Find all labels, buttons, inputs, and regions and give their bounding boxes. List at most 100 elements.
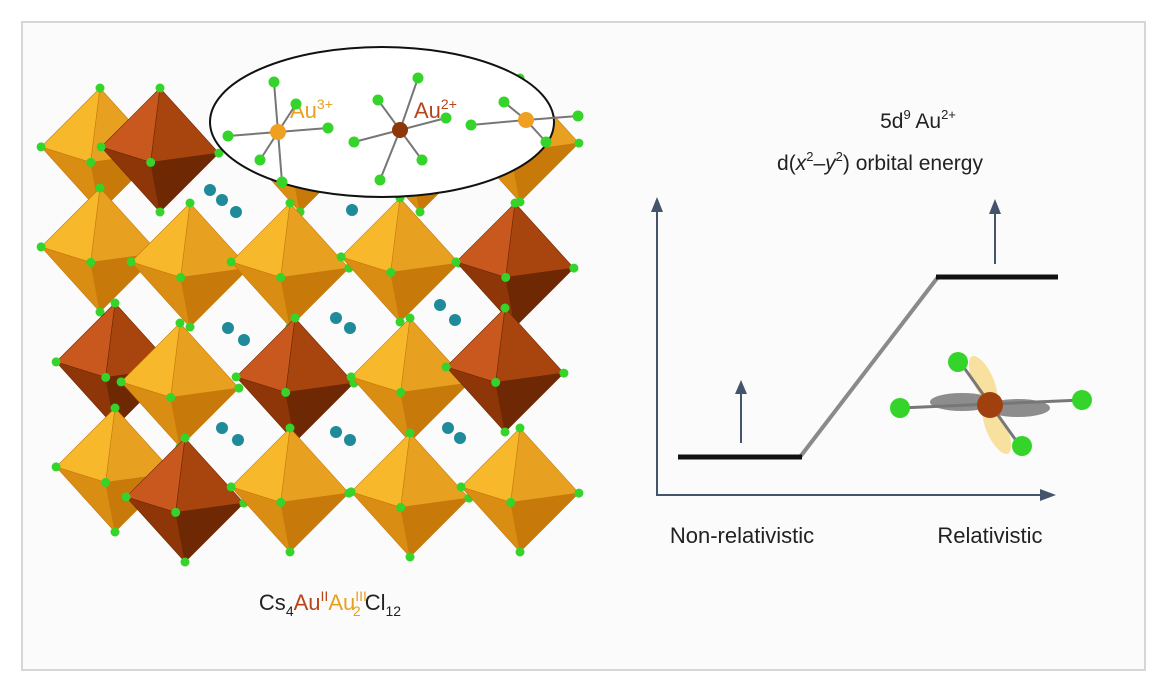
cl-atom <box>441 362 451 372</box>
orbital-lobe <box>982 406 1012 454</box>
cl-atom <box>322 122 334 134</box>
bond <box>273 81 279 133</box>
bond <box>525 115 579 121</box>
cs-atom <box>216 422 228 434</box>
subtitle-sup: 2 <box>836 149 843 164</box>
cl-atom <box>110 298 120 308</box>
element: Au <box>414 98 441 123</box>
cl-atom <box>95 183 105 193</box>
cl-atom <box>268 76 280 88</box>
subtitle-part: x <box>795 152 808 175</box>
subtitle-sup: 2 <box>806 149 813 164</box>
cl-atom <box>231 372 241 382</box>
cl-atom <box>290 313 300 323</box>
cl-atom <box>395 317 405 327</box>
cl-atom <box>890 398 910 418</box>
cl-atom <box>285 423 295 433</box>
au-atom <box>270 124 286 140</box>
cs-atom <box>232 434 244 446</box>
cl-atom <box>101 477 111 487</box>
cl-atom <box>276 176 288 188</box>
formula-part: Au <box>294 590 321 615</box>
cl-atom <box>405 313 415 323</box>
cs-atom <box>344 322 356 334</box>
energy-diagram: 5d9 Au2+ d(x2–y2) orbital energy Non-rel… <box>651 107 1092 548</box>
formula-sub: 2 <box>353 603 361 619</box>
cl-atom <box>1072 390 1092 410</box>
title-part: Au <box>911 110 941 133</box>
cs-atom <box>434 299 446 311</box>
cs-atom <box>330 426 342 438</box>
cl-atom <box>346 487 356 497</box>
formula-part: Au <box>328 590 355 615</box>
cl-atom <box>285 547 295 557</box>
cl-atom <box>491 377 501 387</box>
inset-ellipse <box>209 46 555 198</box>
cl-atom <box>412 72 424 84</box>
cl-atom <box>510 198 520 208</box>
cl-atom <box>500 303 510 313</box>
cl-atom <box>36 142 46 152</box>
cl-atom <box>386 267 396 277</box>
subtitle-part: d( <box>777 152 796 175</box>
cl-atom <box>372 94 384 106</box>
cs-atom <box>204 184 216 196</box>
cl-atom <box>465 119 477 131</box>
octahedron-face <box>495 372 565 433</box>
formula-sup: II <box>321 588 329 604</box>
cl-atom <box>451 257 461 267</box>
octahedron-face <box>170 387 240 448</box>
charge: 2+ <box>441 96 457 112</box>
au-atom <box>392 122 408 138</box>
cl-atom <box>569 263 579 273</box>
cl-atom <box>226 257 236 267</box>
cl-atom <box>285 198 295 208</box>
bond <box>379 129 401 181</box>
cl-atom <box>96 142 106 152</box>
formula: Cs4AuIIAuIII 2 Cl12 <box>259 588 401 619</box>
cl-atom <box>396 502 406 512</box>
formula-sub: 12 <box>385 603 401 619</box>
cl-atom <box>110 527 120 537</box>
cl-atom <box>456 482 466 492</box>
cl-atom <box>405 428 415 438</box>
cl-atom <box>1012 436 1032 456</box>
title-part: 5d <box>880 110 903 133</box>
cs-atom <box>346 204 358 216</box>
cl-atom <box>171 507 181 517</box>
au-atom <box>518 112 534 128</box>
cl-atom <box>515 423 525 433</box>
formula-part: Cl <box>365 590 386 615</box>
subtitle-part: y <box>823 152 837 175</box>
octahedron-face <box>400 497 470 558</box>
orbital-lobe <box>968 356 998 404</box>
octahedron-face <box>505 267 575 328</box>
formula-part: Cs <box>259 590 286 615</box>
octahedron-face <box>180 267 250 328</box>
formula-sub: 4 <box>286 603 294 619</box>
octahedron-face <box>285 382 355 443</box>
cl-atom <box>501 272 511 282</box>
cl-atom <box>175 318 185 328</box>
cl-atom <box>226 482 236 492</box>
cs-atom <box>216 194 228 206</box>
cl-atom <box>180 557 190 567</box>
right-label: Relativistic <box>937 523 1042 548</box>
cl-atom <box>498 96 510 108</box>
title-sup: 2+ <box>941 107 956 122</box>
charge: 3+ <box>317 96 333 112</box>
cl-atom <box>101 372 111 382</box>
bond <box>277 131 283 183</box>
cl-atom <box>276 272 286 282</box>
cl-atom <box>36 242 46 252</box>
octahedron-face <box>150 152 220 213</box>
cl-atom <box>415 207 425 217</box>
cl-atom <box>336 252 346 262</box>
cl-atom <box>276 497 286 507</box>
au2-label: Au2+ <box>414 96 457 123</box>
x-axis-arrow <box>1040 489 1056 501</box>
cl-atom <box>180 433 190 443</box>
spin-arrowhead <box>735 380 747 394</box>
cl-atom <box>121 492 131 502</box>
